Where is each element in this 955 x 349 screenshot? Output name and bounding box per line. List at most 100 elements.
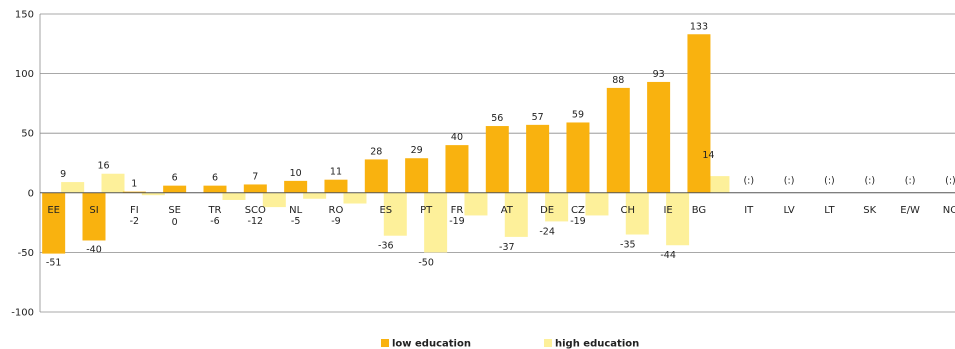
- low-education-bar: [566, 122, 590, 193]
- low-education-value-label: 40: [451, 132, 463, 143]
- category-label: CH: [621, 205, 636, 216]
- low-education-value-label: 93: [653, 69, 665, 80]
- high-education-value-label: 16: [97, 161, 109, 172]
- legend-swatch-low-education: [381, 339, 389, 347]
- high-education-value-label: -36: [378, 241, 394, 252]
- low-education-value-label: 6: [172, 173, 178, 184]
- category-label: NO: [943, 205, 955, 216]
- low-education-bar: [606, 87, 630, 193]
- high-education-value-label: 14: [702, 150, 714, 161]
- category-label: LT: [824, 205, 835, 216]
- high-education-value-label: -35: [620, 240, 636, 251]
- low-education-bar: [647, 81, 671, 193]
- category-label: SK: [863, 205, 876, 216]
- high-education-bar: [61, 182, 85, 193]
- low-education-value-label: 57: [532, 112, 544, 123]
- low-education-bar: [687, 34, 711, 193]
- category-label: SI: [89, 205, 98, 216]
- high-education-value-label: -19: [449, 216, 465, 227]
- category-label: DE: [540, 205, 554, 216]
- category-label: E/W: [900, 205, 920, 216]
- missing-value-label: (:): [784, 175, 795, 186]
- low-education-bar: [526, 124, 550, 193]
- high-education-value-label: -6: [210, 216, 219, 227]
- missing-value-label: (:): [743, 175, 754, 186]
- high-education-bar: [424, 192, 448, 253]
- low-education-bar: [163, 185, 187, 193]
- category-label: TR: [207, 205, 221, 216]
- category-label: NL: [289, 205, 302, 216]
- missing-value-label: (:): [945, 175, 955, 186]
- low-education-bar: [284, 180, 308, 193]
- category-label: BG: [692, 205, 706, 216]
- category-label: SCO: [245, 205, 266, 216]
- high-education-value-label: -50: [418, 257, 434, 268]
- high-education-value-label: 9: [60, 169, 66, 180]
- high-education-bar: [666, 192, 690, 246]
- category-label: PT: [420, 205, 433, 216]
- low-education-bar: [364, 159, 388, 193]
- low-education-bar: [485, 126, 509, 193]
- low-education-value-label: -40: [86, 244, 102, 255]
- low-education-value-label: 133: [690, 21, 708, 32]
- low-education-bar: [405, 158, 429, 193]
- low-education-bar: [82, 192, 106, 241]
- category-label: LV: [783, 205, 794, 216]
- category-label: ES: [379, 205, 392, 216]
- category-label: IE: [663, 205, 672, 216]
- category-label: SE: [168, 205, 181, 216]
- low-education-bar: [203, 185, 227, 193]
- low-education-value-label: 56: [491, 113, 503, 124]
- high-education-bar: [545, 192, 569, 222]
- low-education-bar: [42, 192, 66, 254]
- high-education-bar: [706, 176, 730, 193]
- y-tick-label: -50: [18, 248, 34, 259]
- high-education-value-label: -37: [499, 242, 515, 253]
- low-education-value-label: 7: [252, 171, 258, 182]
- high-education-value-label: -24: [539, 226, 555, 237]
- high-education-bar: [101, 173, 125, 193]
- high-education-bar: [625, 192, 649, 235]
- low-education-bar: [122, 191, 146, 193]
- category-label: IT: [744, 205, 754, 216]
- high-education-value-label: -19: [570, 216, 586, 227]
- category-label: FR: [451, 205, 464, 216]
- y-tick-label: 50: [21, 129, 34, 140]
- high-education-value-label: 0: [172, 217, 178, 228]
- high-education-value-label: -44: [660, 250, 676, 261]
- legend-label-low-education: low education: [392, 339, 471, 349]
- high-education-bar: [464, 192, 488, 216]
- low-education-bar: [445, 145, 469, 193]
- high-education-bar: [343, 192, 367, 204]
- y-tick-label: 150: [15, 10, 34, 21]
- high-education-value-label: -2: [130, 216, 139, 227]
- high-education-bar: [303, 192, 327, 199]
- low-education-value-label: 28: [370, 146, 382, 157]
- high-education-bar: [585, 192, 609, 216]
- high-education-bar: [222, 192, 246, 200]
- low-education-value-label: 6: [212, 173, 218, 184]
- low-education-value-label: 11: [330, 167, 342, 178]
- low-education-value-label: 1: [131, 179, 137, 190]
- low-education-value-label: -51: [46, 258, 62, 269]
- legend-label-high-education: high education: [555, 339, 639, 349]
- high-education-value-label: -5: [291, 216, 300, 227]
- category-label: FI: [130, 205, 139, 216]
- category-label: EE: [47, 205, 60, 216]
- high-education-bar: [504, 192, 528, 237]
- y-tick-label: 0: [28, 188, 34, 199]
- high-education-bar: [262, 192, 286, 208]
- low-education-value-label: 59: [572, 109, 584, 120]
- category-label: RO: [329, 205, 344, 216]
- low-education-bar: [243, 184, 267, 193]
- category-label: CZ: [571, 205, 585, 216]
- high-education-bar: [383, 192, 407, 236]
- y-tick-label: -100: [11, 308, 34, 319]
- y-tick-label: 100: [15, 69, 34, 80]
- high-education-value-label: -12: [248, 216, 264, 227]
- high-education-value-label: -9: [331, 216, 340, 227]
- low-education-value-label: 10: [290, 168, 302, 179]
- missing-value-label: (:): [864, 175, 875, 186]
